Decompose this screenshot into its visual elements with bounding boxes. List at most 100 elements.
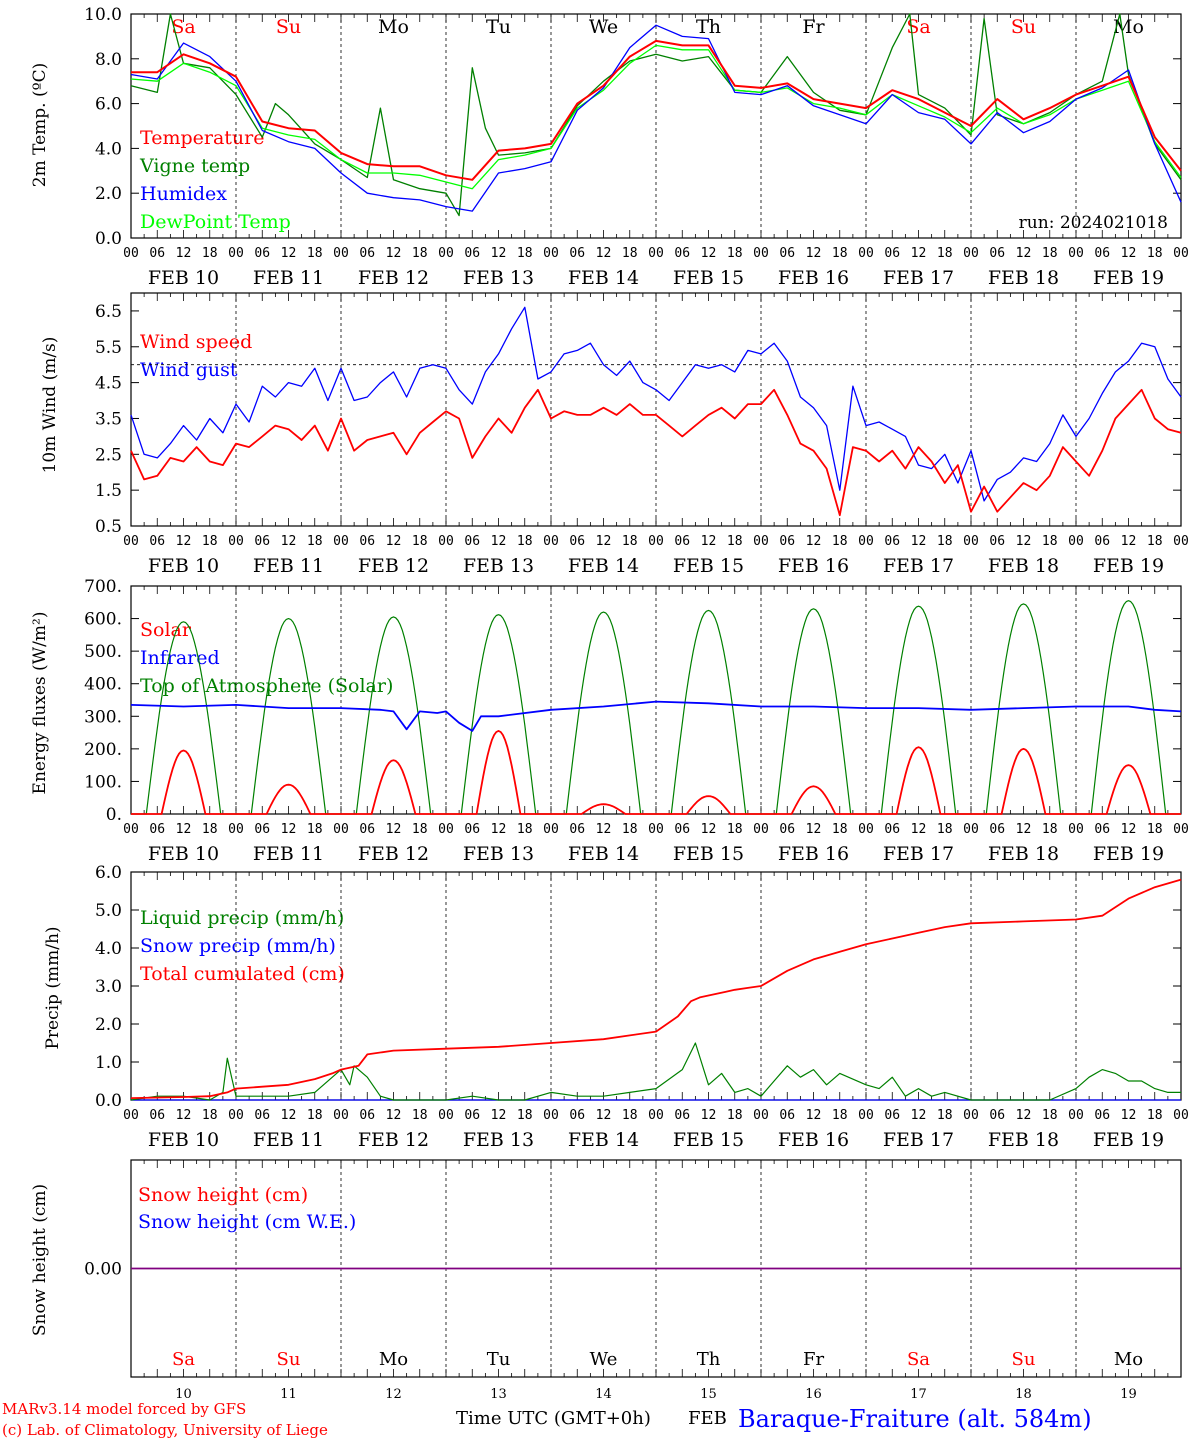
hour-tick-label: 00 — [1173, 534, 1189, 549]
date-label: FEB 19 — [1093, 555, 1164, 577]
hour-tick-label: 18 — [1147, 1108, 1163, 1123]
hour-tick-label: 18 — [1042, 534, 1058, 549]
day-name-label: Th — [697, 1349, 721, 1370]
day-name-label: Su — [1012, 1349, 1036, 1370]
hour-tick-label: 06 — [359, 246, 375, 261]
series-line-solar — [131, 730, 1181, 815]
hour-tick-label: 18 — [937, 246, 953, 261]
legend-infrared: Infrared — [140, 647, 220, 669]
hour-tick-label: 12 — [1121, 822, 1137, 837]
day-name-label: Mo — [379, 1349, 408, 1370]
hour-tick-label: 18 — [937, 1108, 953, 1123]
snow-panel: Snow height (cm) Snow height (cm) Snow h… — [30, 1184, 356, 1336]
wind-ylabel: 10m Wind (m/s) — [40, 337, 60, 474]
legend-wind-speed: Wind speed — [140, 331, 252, 353]
hour-tick-label: 00 — [123, 246, 139, 261]
y-tick-label: 0.5 — [95, 517, 122, 537]
hour-tick-label: 18 — [412, 1108, 428, 1123]
hour-tick-label: 06 — [989, 1108, 1005, 1123]
hour-tick-label: 12 — [806, 1108, 822, 1123]
hour-tick-label: 06 — [359, 534, 375, 549]
hour-tick-label: 00 — [1068, 822, 1084, 837]
date-label: FEB 15 — [673, 1129, 744, 1151]
date-label: FEB 13 — [463, 555, 534, 577]
hour-tick-label: 00 — [1068, 246, 1084, 261]
day-name-label: Tu — [486, 16, 511, 38]
hour-tick-label: 12 — [491, 1108, 507, 1123]
date-label: FEB 11 — [253, 555, 324, 577]
date-label: FEB 10 — [148, 843, 219, 865]
hour-tick-label: 06 — [1094, 534, 1110, 549]
hour-tick-label: 18 — [1147, 822, 1163, 837]
date-number-label: 18 — [1015, 1387, 1032, 1402]
hour-tick-label: 18 — [202, 822, 218, 837]
y-tick-label: 1.0 — [95, 1053, 122, 1073]
hour-tick-label: 00 — [858, 822, 874, 837]
hour-tick-label: 00 — [963, 534, 979, 549]
hour-tick-label: 18 — [517, 1108, 533, 1123]
hour-tick-label: 18 — [1042, 246, 1058, 261]
date-label: FEB 11 — [253, 267, 324, 289]
hour-tick-label: 18 — [622, 822, 638, 837]
hour-tick-label: 12 — [281, 534, 297, 549]
hour-tick-label: 06 — [989, 534, 1005, 549]
hour-tick-label: 00 — [753, 822, 769, 837]
hour-tick-label: 06 — [464, 534, 480, 549]
hour-tick-label: 06 — [149, 246, 165, 261]
date-number-label: 10 — [175, 1387, 192, 1402]
series-line-infrared — [130, 700, 1182, 732]
hour-tick-label: 12 — [1016, 246, 1032, 261]
hour-tick-label: 12 — [386, 246, 402, 261]
y-tick-label: 200. — [84, 740, 122, 760]
date-label: FEB 13 — [463, 1129, 534, 1151]
hour-tick-label: 18 — [622, 1108, 638, 1123]
hour-tick-label: 18 — [517, 822, 533, 837]
hour-tick-label: 12 — [1121, 1108, 1137, 1123]
hour-tick-label: 12 — [491, 246, 507, 261]
date-label: FEB 15 — [673, 267, 744, 289]
y-tick-label: 4.0 — [95, 139, 122, 159]
precip-ylabel: Precip (mm/h) — [43, 926, 63, 1049]
hour-tick-label: 00 — [858, 1108, 874, 1123]
day-name-label: Sa — [171, 16, 195, 38]
legend-dewpoint: DewPoint Temp — [140, 211, 291, 233]
hour-tick-label: 00 — [123, 822, 139, 837]
hour-tick-label: 12 — [1016, 534, 1032, 549]
date-number-label: 11 — [280, 1387, 297, 1402]
month-label: FEB — [688, 1408, 727, 1429]
hour-tick-label: 06 — [359, 822, 375, 837]
date-label: FEB 18 — [988, 267, 1059, 289]
hour-tick-label: 12 — [911, 246, 927, 261]
hour-tick-label: 00 — [438, 534, 454, 549]
hour-tick-label: 18 — [307, 246, 323, 261]
hour-tick-label: 12 — [596, 822, 612, 837]
hour-tick-label: 00 — [1068, 534, 1084, 549]
hour-tick-label: 00 — [543, 246, 559, 261]
y-tick-label: 10.0 — [84, 5, 122, 25]
legend-vigne-temp: Vigne temp — [139, 155, 250, 177]
credit-line-2: (c) Lab. of Climatology, University of L… — [2, 1421, 328, 1439]
hour-tick-label: 00 — [228, 246, 244, 261]
series-line-humidex — [130, 24, 1182, 212]
hour-tick-label: 12 — [806, 822, 822, 837]
hour-tick-label: 00 — [753, 1108, 769, 1123]
date-number-label: 12 — [385, 1387, 402, 1402]
temperature-ylabel: 2m Temp. (ºC) — [30, 63, 50, 188]
date-number-label: 17 — [910, 1387, 927, 1402]
legend-total-cumulated: Total cumulated (cm) — [140, 963, 345, 985]
date-label: FEB 13 — [463, 843, 534, 865]
hour-tick-label: 18 — [517, 246, 533, 261]
hour-tick-label: 00 — [333, 822, 349, 837]
hour-tick-label: 18 — [1147, 534, 1163, 549]
hour-tick-label: 06 — [569, 822, 585, 837]
footer: MARv3.14 model forced by GFS (c) Lab. of… — [2, 1400, 1092, 1439]
y-tick-label: 400. — [84, 675, 122, 695]
hour-tick-label: 18 — [1042, 822, 1058, 837]
hour-tick-label: 12 — [386, 822, 402, 837]
y-tick-label: 700. — [84, 577, 122, 597]
date-label: FEB 16 — [778, 1129, 849, 1151]
precip-panel: Precip (mm/h) Liquid precip (mm/h) Snow … — [43, 907, 345, 1050]
y-tick-label: 3.0 — [95, 977, 122, 997]
hour-tick-label: 12 — [701, 822, 717, 837]
hour-tick-label: 18 — [727, 534, 743, 549]
